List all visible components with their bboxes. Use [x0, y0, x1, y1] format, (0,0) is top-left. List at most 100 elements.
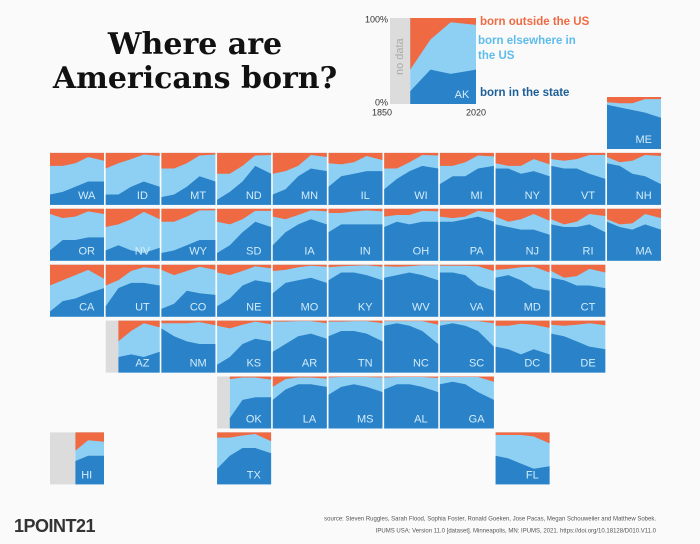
born-in-state-area — [495, 346, 550, 373]
state-label: MO — [301, 302, 319, 314]
born-in-state-area — [328, 384, 383, 429]
born-outside-area — [551, 208, 606, 225]
state-label: AK — [455, 89, 470, 101]
born-in-state-area — [439, 381, 494, 429]
born-outside-area — [439, 208, 494, 219]
born-outside-area — [495, 264, 550, 273]
state-label: LA — [303, 413, 317, 425]
born-in-state-area — [384, 384, 439, 429]
state-label: WY — [189, 246, 207, 258]
born-outside-area — [328, 208, 383, 213]
born-in-state-area — [272, 168, 327, 205]
born-outside-area — [50, 264, 104, 286]
born-in-state-area — [551, 165, 606, 205]
born-outside-area — [495, 152, 550, 166]
state-label: PA — [470, 246, 485, 258]
state-label: MS — [357, 413, 374, 425]
born-in-state-area — [118, 351, 160, 373]
born-in-state-area — [495, 455, 550, 485]
state-label: NY — [525, 190, 541, 202]
legend-elsewhere: born elsewhere in the US — [478, 35, 576, 62]
state-label: IA — [304, 246, 315, 258]
born-in-state-area — [607, 163, 661, 205]
born-in-state-area — [384, 165, 439, 205]
state-label: NE — [246, 302, 261, 314]
state-label: CA — [79, 302, 95, 314]
legend-end-year: 2020 — [466, 107, 486, 117]
born-in-state-area — [328, 171, 383, 205]
state-label: AR — [302, 358, 317, 370]
state-label: KY — [358, 302, 373, 314]
born-outside-area — [607, 208, 661, 225]
born-in-state-area — [105, 282, 160, 317]
born-in-state-area — [75, 455, 104, 485]
state-label: AZ — [135, 358, 149, 370]
born-in-state-area — [607, 104, 661, 149]
born-in-state-area — [229, 397, 272, 429]
born-outside-area — [75, 432, 104, 451]
born-outside-area — [272, 208, 327, 220]
born-in-state-area — [161, 176, 216, 205]
born-in-state-area — [384, 272, 439, 317]
state-label: SD — [246, 246, 261, 258]
born-in-state-area — [328, 331, 383, 373]
born-in-state-area — [217, 280, 272, 317]
no-data — [217, 376, 230, 429]
legend-in-state: born in the state — [480, 87, 569, 99]
born-outside-area — [495, 208, 550, 222]
title: Where are Americans born? — [52, 27, 338, 96]
born-outside-area — [217, 152, 272, 174]
born-in-state-area — [410, 69, 476, 104]
born-outside-area — [328, 152, 383, 165]
state-label: FL — [526, 469, 539, 481]
no-data — [105, 320, 119, 373]
born-outside-area — [607, 152, 661, 163]
born-in-state-area — [439, 323, 494, 373]
born-in-state-area — [439, 165, 494, 205]
state-label: UT — [135, 302, 150, 314]
state-label: MI — [471, 190, 483, 202]
born-outside-area — [272, 376, 327, 387]
state-label: DC — [524, 358, 540, 370]
born-in-state-area — [328, 224, 383, 261]
state-label: IL — [361, 190, 370, 202]
born-outside-area — [607, 97, 661, 104]
state-label: WA — [78, 190, 96, 202]
source-line: source: Steven Ruggles, Sarah Flood, Sop… — [324, 517, 656, 523]
born-outside-area — [384, 152, 439, 169]
born-in-state-area — [217, 448, 272, 485]
no-data — [390, 18, 411, 104]
logo: 1POINT21 — [14, 516, 96, 536]
born-in-state-area — [272, 384, 327, 429]
born-in-state-area — [105, 181, 160, 205]
born-outside-area — [105, 152, 160, 169]
born-in-state-area — [161, 240, 216, 261]
legend-elsewhere-box: born elsewhere in the US — [478, 35, 576, 62]
state-label: MN — [301, 190, 318, 202]
born-in-state-area — [161, 328, 216, 373]
born-outside-area — [495, 320, 550, 328]
state-label: MD — [524, 302, 541, 314]
state-label: KS — [246, 358, 261, 370]
state-label: ME — [635, 134, 652, 146]
born-outside-area — [328, 264, 383, 268]
state-label: OH — [413, 246, 430, 258]
born-in-state-area — [439, 272, 494, 317]
born-in-state-area — [272, 277, 327, 317]
born-outside-area — [50, 152, 104, 166]
born-in-state-area — [105, 245, 160, 261]
born-outside-area — [439, 320, 494, 324]
born-in-state-area — [551, 224, 606, 261]
born-outside-area — [272, 152, 327, 174]
born-in-state-area — [272, 333, 327, 373]
born-in-state-area — [439, 216, 494, 261]
born-in-state-area — [495, 168, 550, 205]
born-in-state-area — [217, 165, 272, 205]
born-outside-area — [551, 264, 606, 278]
born-outside-area — [217, 264, 272, 276]
born-in-state-area — [217, 221, 272, 261]
born-outside-area — [551, 152, 606, 161]
state-label: AL — [414, 413, 427, 425]
